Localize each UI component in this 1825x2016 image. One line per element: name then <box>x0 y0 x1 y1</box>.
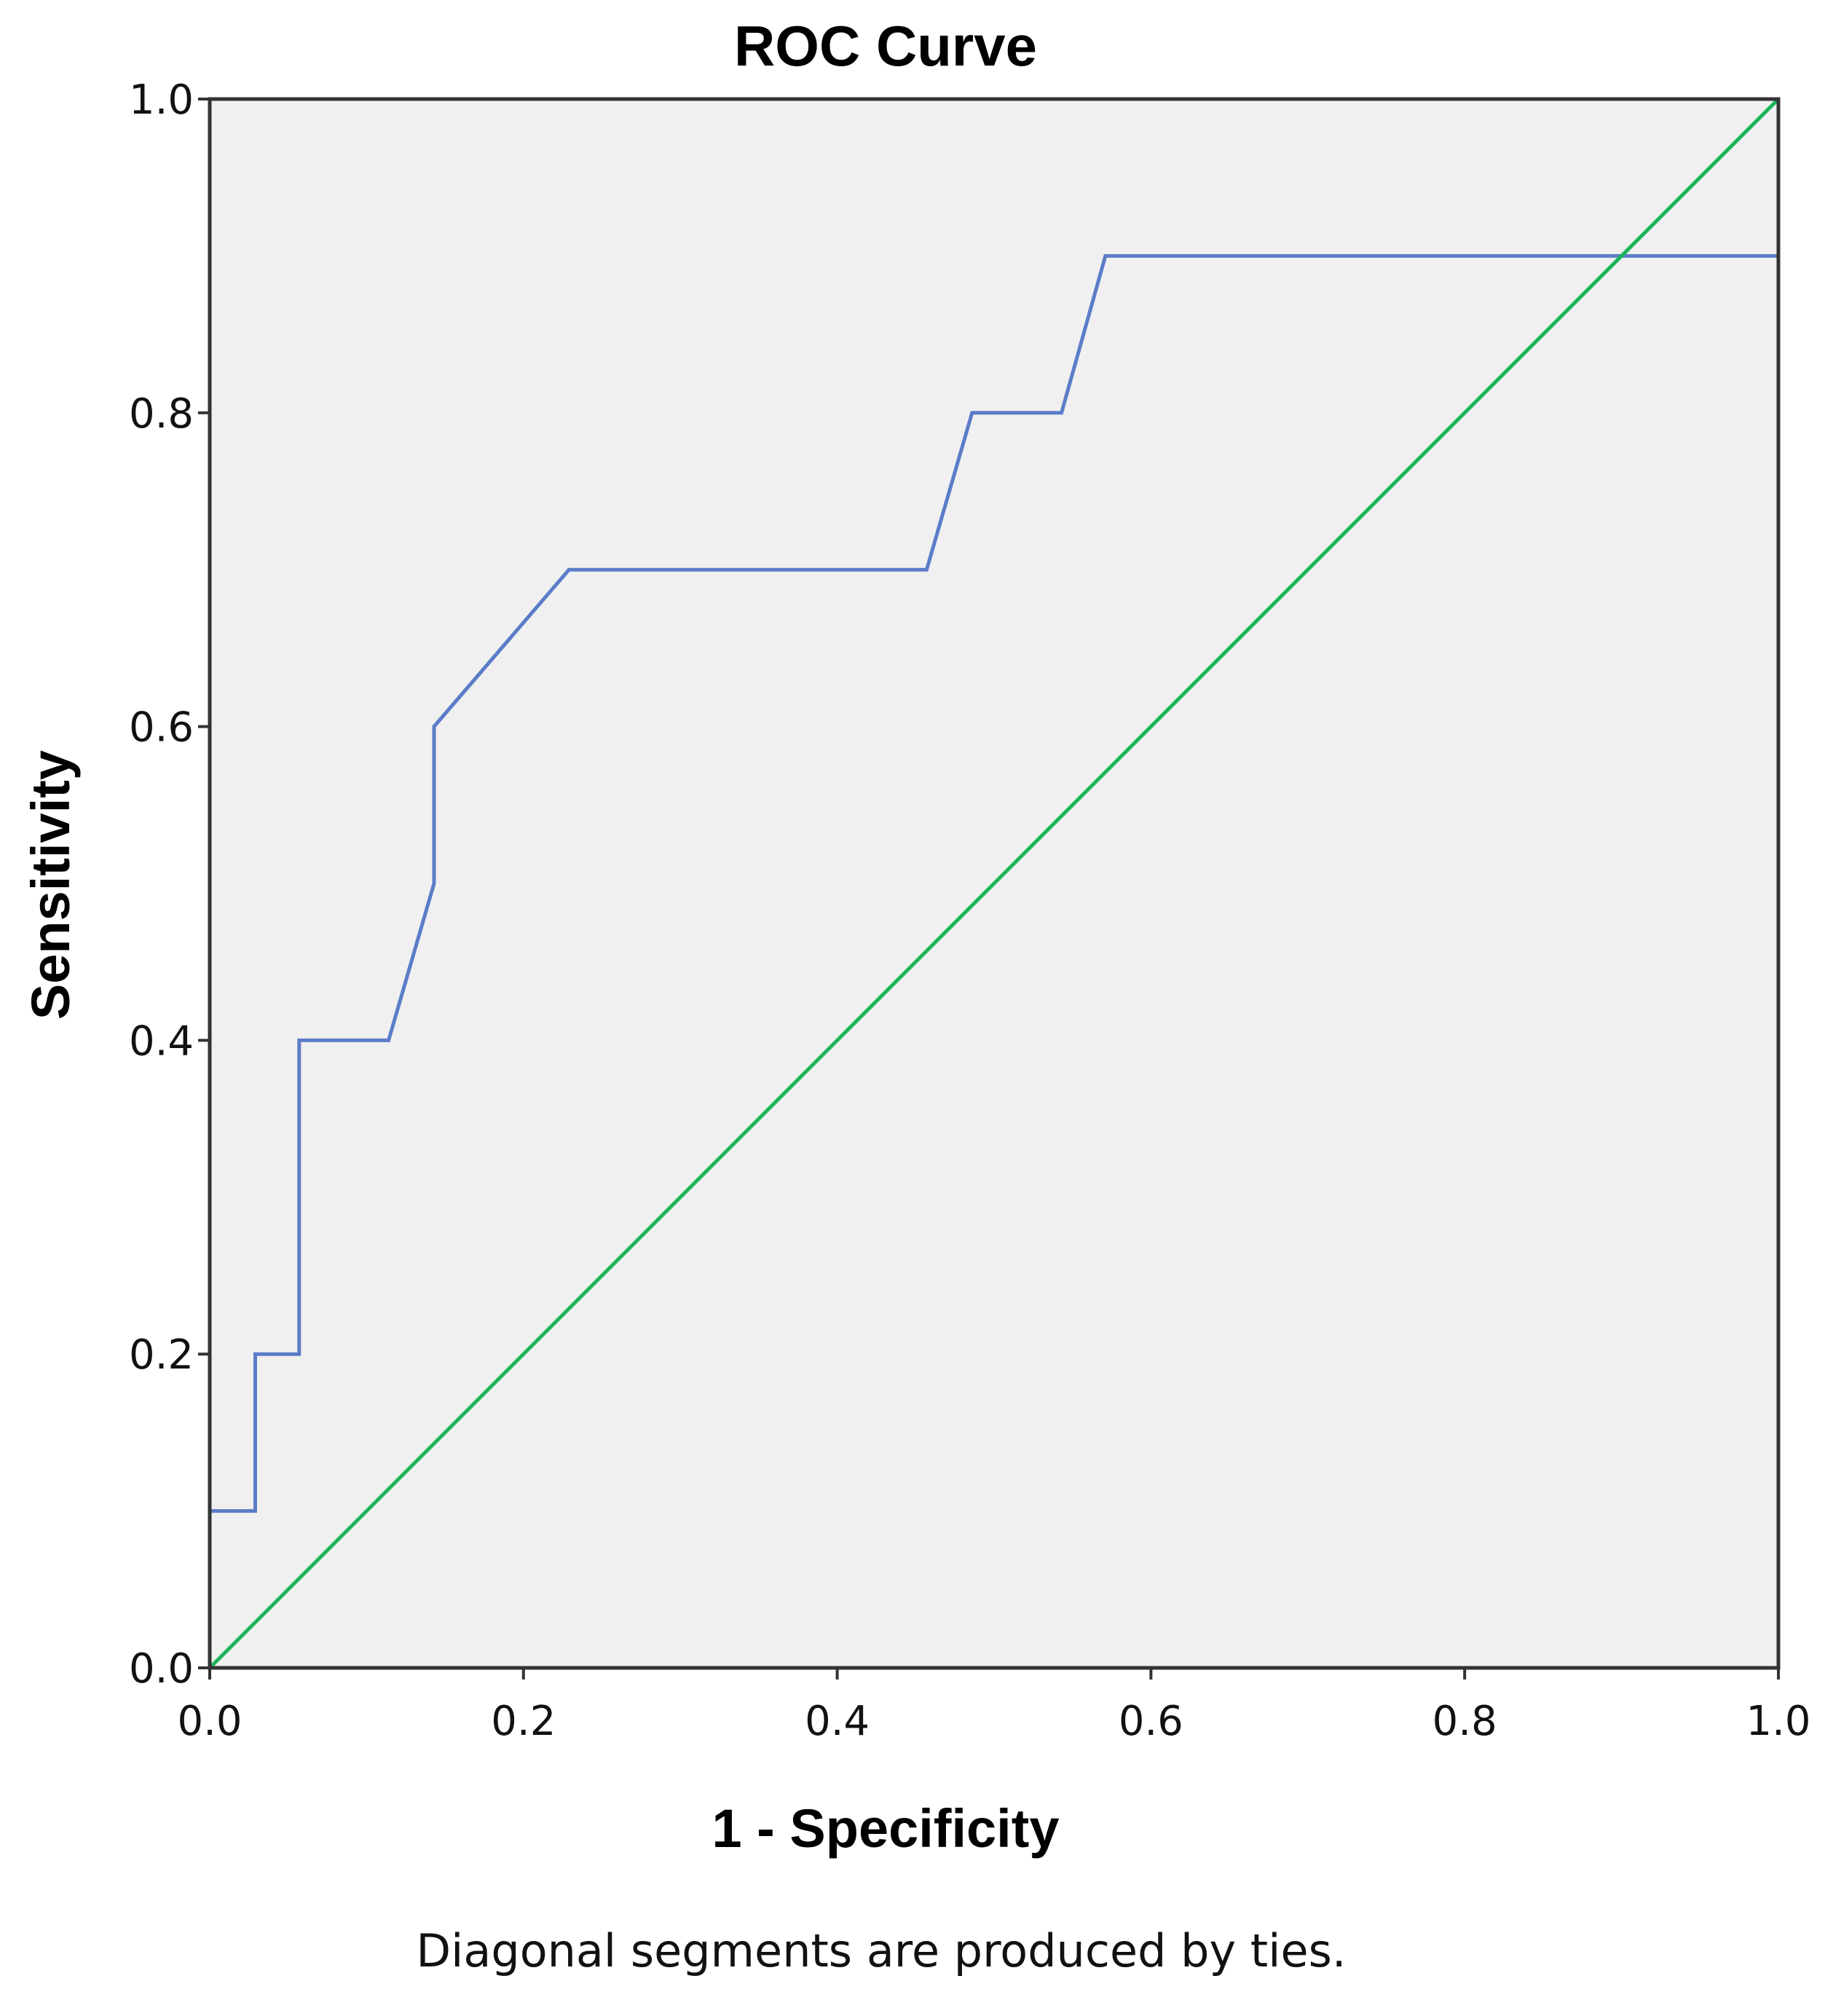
x-tick-label: 0.8 <box>1432 1698 1497 1745</box>
y-axis-label: Sensitivity <box>20 750 81 1020</box>
roc-curve-line <box>208 99 1781 1668</box>
y-axis: 0.0 0.2 0.4 0.6 0.8 1.0 <box>129 76 210 1693</box>
x-tick-label: 0.2 <box>491 1698 556 1745</box>
y-tick-label: 0.6 <box>129 704 194 752</box>
y-tick-label: 0.0 <box>129 1645 194 1693</box>
chart-title: ROC Curve <box>734 14 1037 78</box>
y-tick-label: 0.8 <box>129 390 194 438</box>
plot-frame <box>208 97 1781 1670</box>
y-tick-label: 1.0 <box>129 76 194 124</box>
y-tick-label: 0.4 <box>129 1017 194 1065</box>
y-tick-label: 0.2 <box>129 1331 194 1379</box>
reference-diagonal-line <box>208 98 1780 1669</box>
x-tick-label: 0.4 <box>805 1698 870 1745</box>
x-tick-label: 0.0 <box>177 1698 242 1745</box>
x-axis: 0.0 0.2 0.4 0.6 0.8 1.0 <box>177 1668 1811 1745</box>
x-axis-label: 1 - Specificity <box>712 1798 1059 1859</box>
x-tick-label: 1.0 <box>1746 1698 1810 1745</box>
x-tick-label: 0.6 <box>1119 1698 1183 1745</box>
footnote: Diagonal segments are produced by ties. <box>416 1924 1346 1977</box>
series-layer <box>208 98 1781 1669</box>
